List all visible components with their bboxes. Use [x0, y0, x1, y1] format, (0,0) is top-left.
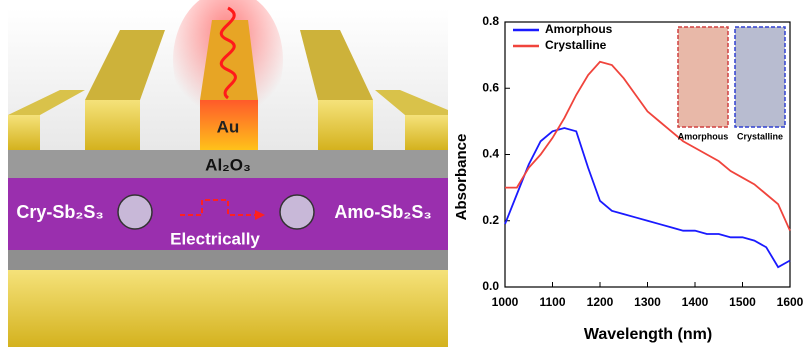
- inset-image: [735, 27, 785, 127]
- x-tick-label: 1400: [682, 295, 709, 309]
- device-diagram: Au Al₂O₃ Cry-Sb₂S₃ Amo-Sb₂S₃ Electricall…: [8, 0, 448, 347]
- legend-label: Crystalline: [545, 38, 607, 52]
- electrode: [318, 100, 373, 150]
- figure: Au Al₂O₃ Cry-Sb₂S₃ Amo-Sb₂S₃ Electricall…: [0, 0, 806, 347]
- x-tick-label: 1000: [492, 295, 519, 309]
- y-tick-label: 0.4: [482, 147, 499, 161]
- au-label: Au: [217, 117, 240, 136]
- amo-label: Amo-Sb₂S₃: [334, 202, 431, 222]
- series-line: [505, 128, 790, 267]
- bottom-layer: [8, 250, 448, 270]
- cry-label: Cry-Sb₂S₃: [16, 202, 103, 222]
- x-tick-label: 1100: [539, 295, 565, 309]
- y-tick-label: 0.8: [482, 14, 499, 28]
- crystal-lattice-icon: [118, 195, 152, 229]
- absorbance-chart: Absorbance Wavelength (nm) 0.0 0.2 0.4 0.6 0…: [453, 14, 804, 343]
- x-tick-label: 1200: [587, 295, 614, 309]
- x-axis-label: Wavelength (nm): [584, 326, 712, 343]
- electrode: [405, 115, 448, 150]
- y-axis-label: Absorbance: [453, 134, 470, 221]
- inset-label: Amorphous: [678, 131, 729, 141]
- y-tick-label: 0.0: [482, 279, 499, 293]
- legend-label: Amorphous: [545, 22, 613, 36]
- y-tick-label: 0.2: [482, 213, 499, 227]
- y-tick-label: 0.6: [482, 80, 499, 94]
- electrode: [8, 115, 40, 150]
- x-tick-label: 1600: [777, 295, 804, 309]
- inset-label: Crystalline: [737, 131, 783, 141]
- x-tick-label: 1300: [634, 295, 661, 309]
- oxide-label: Al₂O₃: [205, 155, 251, 174]
- arrow-label: Electrically: [170, 229, 260, 248]
- x-tick-label: 1500: [729, 295, 756, 309]
- inset-image: [678, 27, 728, 127]
- electrode: [85, 100, 140, 150]
- bottom-electrode: [8, 270, 448, 347]
- amorphous-icon: [280, 195, 314, 229]
